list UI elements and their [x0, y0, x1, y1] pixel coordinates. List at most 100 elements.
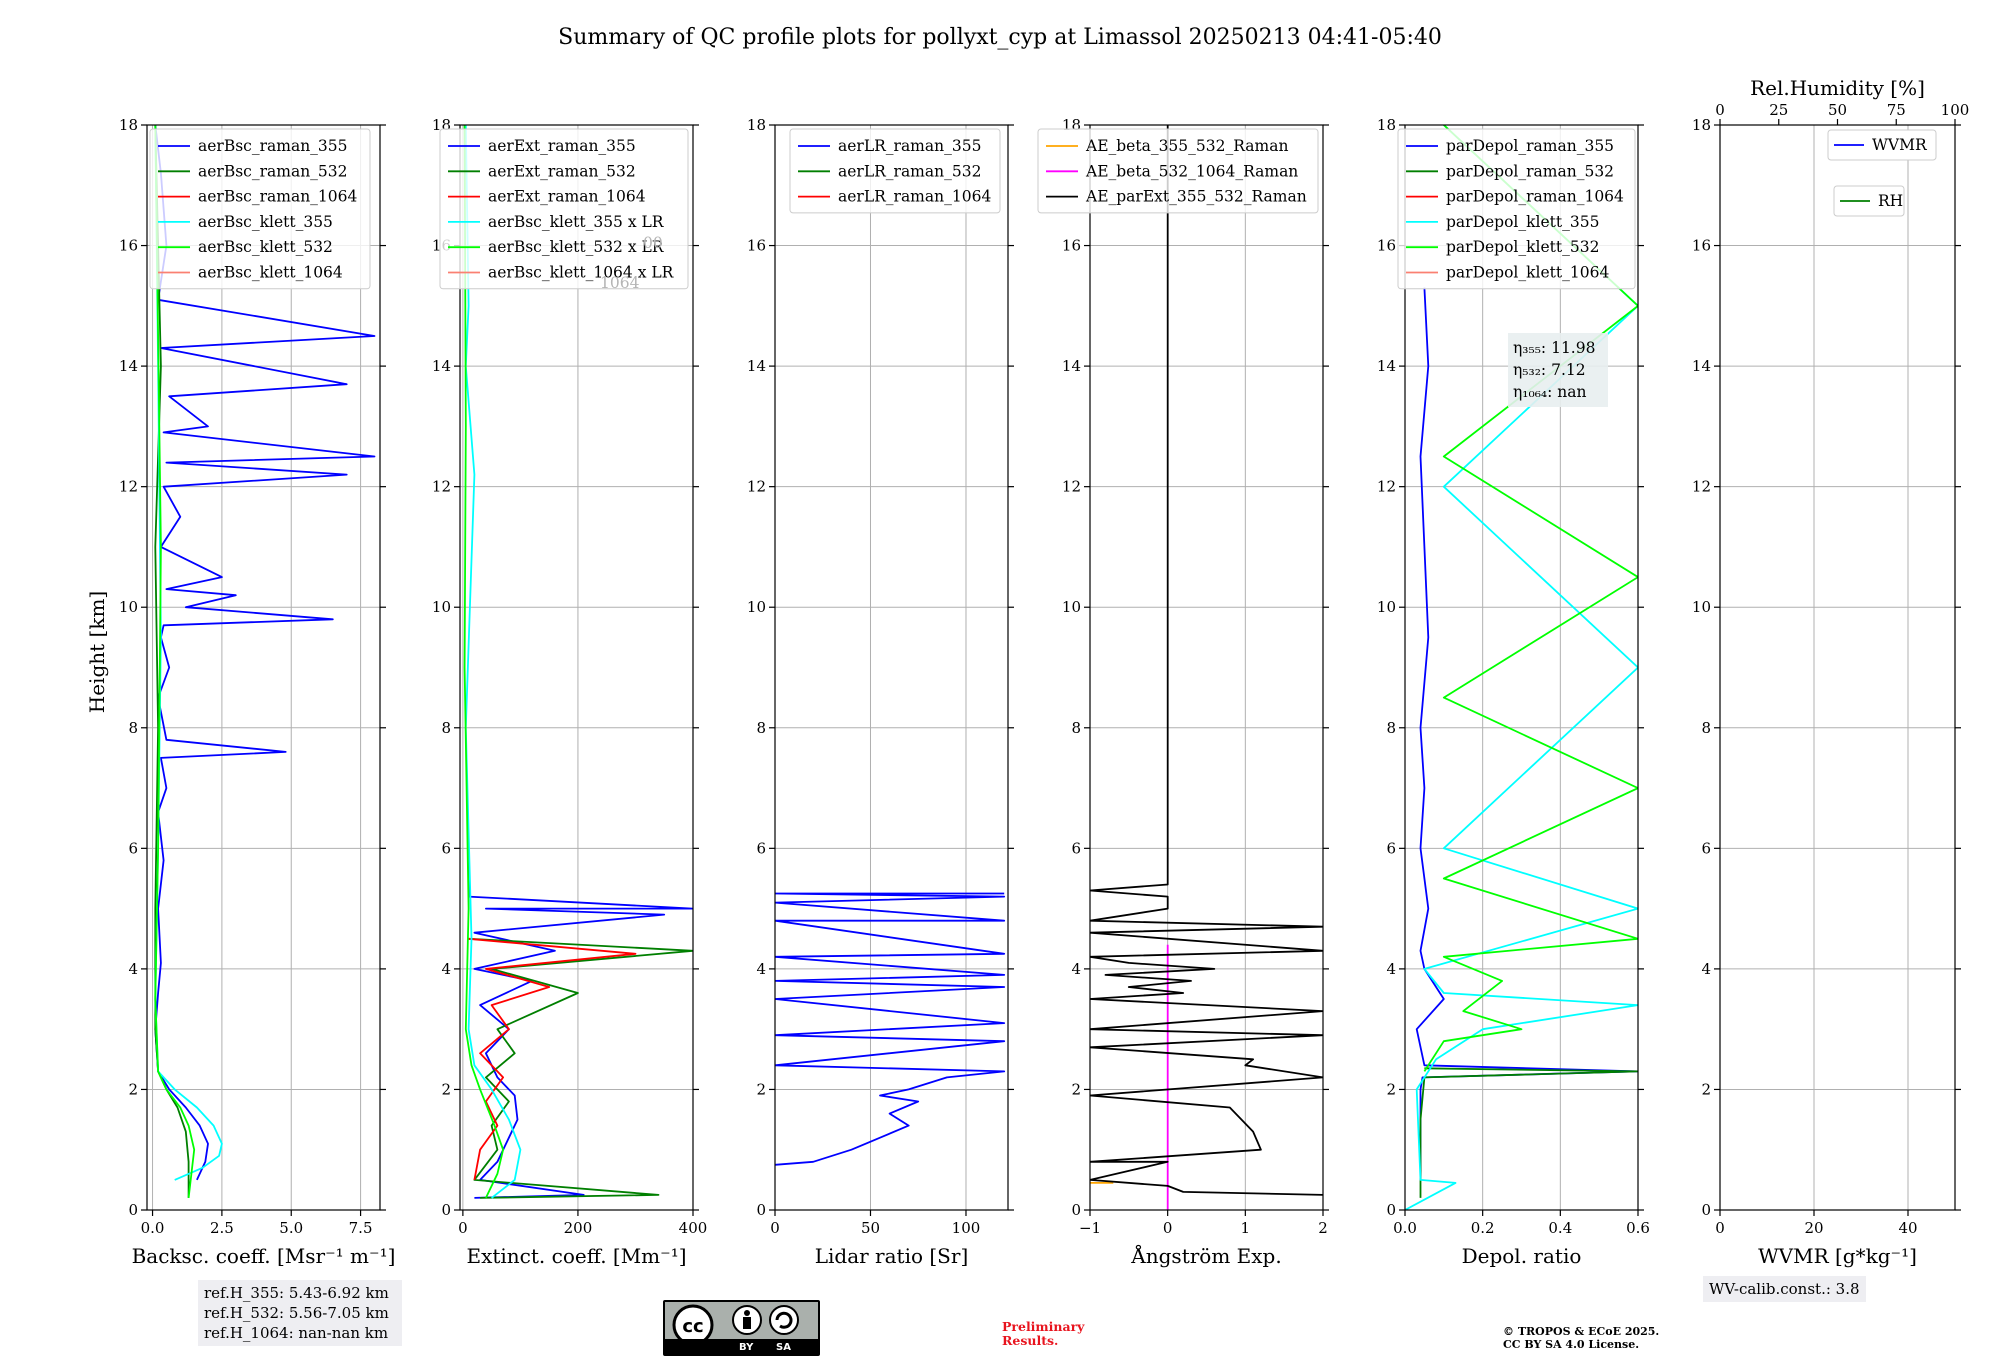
svg-text:cc: cc: [682, 1316, 703, 1337]
annotation-label: η₅₃₂: 7.12: [1513, 361, 1586, 379]
y-tick-label: 10: [1377, 598, 1396, 616]
x-tick-label: 0: [458, 1219, 468, 1237]
y-tick-label: 12: [432, 478, 451, 496]
y-tick-label: 6: [1701, 839, 1711, 857]
y-tick-label: 12: [1377, 478, 1396, 496]
x-tick-label: 0.4: [1548, 1219, 1572, 1237]
legend-label: RH: [1878, 192, 1903, 210]
y-tick-label: 4: [1386, 960, 1396, 978]
ref-height-532: ref.H_532: 5.56-7.05 km: [204, 1304, 389, 1322]
series-pardepol-raman-532: [1419, 1067, 1638, 1198]
cc-by-label: BY: [739, 1342, 754, 1353]
x-tick-label: 7.5: [349, 1219, 373, 1237]
series-group: [775, 892, 1006, 1166]
cc-license-badge: cc BY SA: [663, 1300, 820, 1356]
series-aerbsc-klett-532: [154, 125, 196, 1199]
plot-frame: [1719, 124, 1956, 1211]
y-tick-label: 14: [1692, 357, 1711, 375]
legend-label: parDepol_raman_532: [1446, 162, 1614, 180]
y-tick-label: 14: [747, 357, 766, 375]
legend-label: aerLR_raman_355: [838, 137, 981, 155]
legend: aerBsc_raman_355 aerBsc_raman_532 aerBsc_r…: [149, 128, 371, 290]
x-tick-label: 40: [1898, 1219, 1917, 1237]
y-tick-label: 4: [441, 960, 451, 978]
x-axis-label: WVMR [g*kg⁻¹]: [1758, 1244, 1917, 1268]
x-tick-label: −1: [1079, 1219, 1101, 1237]
legend-label: WVMR: [1872, 136, 1928, 154]
x-tick-label: 2: [1318, 1219, 1328, 1237]
y-tick-label: 10: [1062, 598, 1081, 616]
legend-box: [439, 128, 689, 290]
legend-label: parDepol_klett_532: [1446, 238, 1599, 256]
y-tick-label: 0: [1701, 1201, 1711, 1219]
y-tick-label: 18: [1377, 116, 1396, 134]
top-x-tick-label: 50: [1828, 101, 1847, 119]
legend-label: aerBsc_klett_355 x LR: [488, 213, 665, 231]
y-tick-label: 8: [1071, 719, 1081, 737]
y-tick-label: 10: [432, 598, 451, 616]
y-tick-label: 6: [756, 839, 766, 857]
y-tick-label: 2: [441, 1080, 451, 1098]
y-tick-label: 2: [756, 1080, 766, 1098]
copyright-note: © TROPOS & ECoE 2025. CC BY SA 4.0 Licen…: [1503, 1325, 1660, 1351]
y-tick-label: 10: [747, 598, 766, 616]
x-tick-label: 0.6: [1626, 1219, 1650, 1237]
y-tick-label: 6: [1386, 839, 1396, 857]
y-tick-label: 18: [119, 116, 138, 134]
legend-label: aerBsc_klett_355: [198, 213, 333, 231]
obscured-legend-text: 1064: [600, 274, 640, 292]
legend-label: aerBsc_raman_355: [198, 137, 348, 155]
legend-label: AE_beta_532_1064_Raman: [1085, 162, 1298, 180]
x-axis-label: Depol. ratio: [1462, 1244, 1582, 1268]
annotation-box: [1508, 333, 1608, 407]
ref-height-1064: ref.H_1064: nan-nan km: [204, 1324, 389, 1342]
x-tick-label: 5.0: [279, 1219, 303, 1237]
x-axis-label: Ångström Exp.: [1130, 1243, 1281, 1268]
annotation-label: η₃₅₅: 11.98: [1513, 339, 1595, 357]
panel-depol: 0 2 4 6 8 10 12 14 16 18 0.0 0.2 0.4 0.6 Depol. ratio p…: [1377, 116, 1650, 1268]
cc-sa-label: SA: [776, 1342, 791, 1353]
series-pardepol-klett-532: [1423, 125, 1638, 1072]
legend-label: aerBsc_raman_532: [198, 162, 348, 180]
legend-box: [1827, 129, 1937, 161]
y-tick-label: 12: [747, 478, 766, 496]
x-tick-label: 20: [1804, 1219, 1823, 1237]
figure-title: Summary of QC profile plots for pollyxt_…: [558, 25, 1442, 50]
x-tick-label: 50: [861, 1219, 880, 1237]
top-x-tick-label: 100: [1941, 101, 1970, 119]
series-aerext-raman-1064: [468, 937, 637, 1181]
legend-label: AE_parExt_355_532_Raman: [1085, 188, 1307, 206]
top-x-tick-label: 75: [1887, 101, 1906, 119]
y-tick-label: 4: [128, 960, 138, 978]
x-tick-label: 200: [564, 1219, 593, 1237]
plot-frame: [1404, 124, 1639, 1211]
ref-height-355: ref.H_355: 5.43-6.92 km: [204, 1284, 389, 1302]
wv-calibration-box: WV-calib.const.: 3.8: [1703, 1276, 1866, 1302]
y-tick-label: 4: [1071, 960, 1081, 978]
series-group: [154, 125, 376, 1199]
obscured-legend-text: 00: [643, 234, 663, 252]
y-tick-label: 16: [1062, 237, 1081, 255]
y-tick-label: 0: [128, 1201, 138, 1219]
y-tick-label: 12: [1062, 478, 1081, 496]
y-tick-label: 8: [1386, 719, 1396, 737]
legend-label: aerExt_raman_1064: [488, 188, 646, 206]
plot-frame: [146, 124, 381, 1211]
y-tick-label: 2: [1071, 1080, 1081, 1098]
y-tick-label: 16: [1377, 237, 1396, 255]
y-tick-label: 18: [1692, 116, 1711, 134]
legend-label: parDepol_raman_1064: [1446, 188, 1624, 206]
plot-frame: [459, 124, 694, 1211]
series-aerlr-raman-355: [775, 892, 1006, 1166]
y-tick-label: 14: [119, 357, 138, 375]
legend-label: aerBsc_klett_1064: [198, 264, 343, 282]
top-x-axis-label: Rel.Humidity [%]: [1750, 76, 1925, 100]
y-tick-label: 8: [1701, 719, 1711, 737]
x-axis-label: Backsc. coeff. [Msr⁻¹ m⁻¹]: [132, 1244, 396, 1268]
series-group: [1090, 125, 1323, 1210]
y-tick-label: 12: [119, 478, 138, 496]
legend-label: AE_beta_355_532_Raman: [1085, 137, 1288, 155]
preliminary-note: Preliminary Results.: [1002, 1319, 1085, 1348]
